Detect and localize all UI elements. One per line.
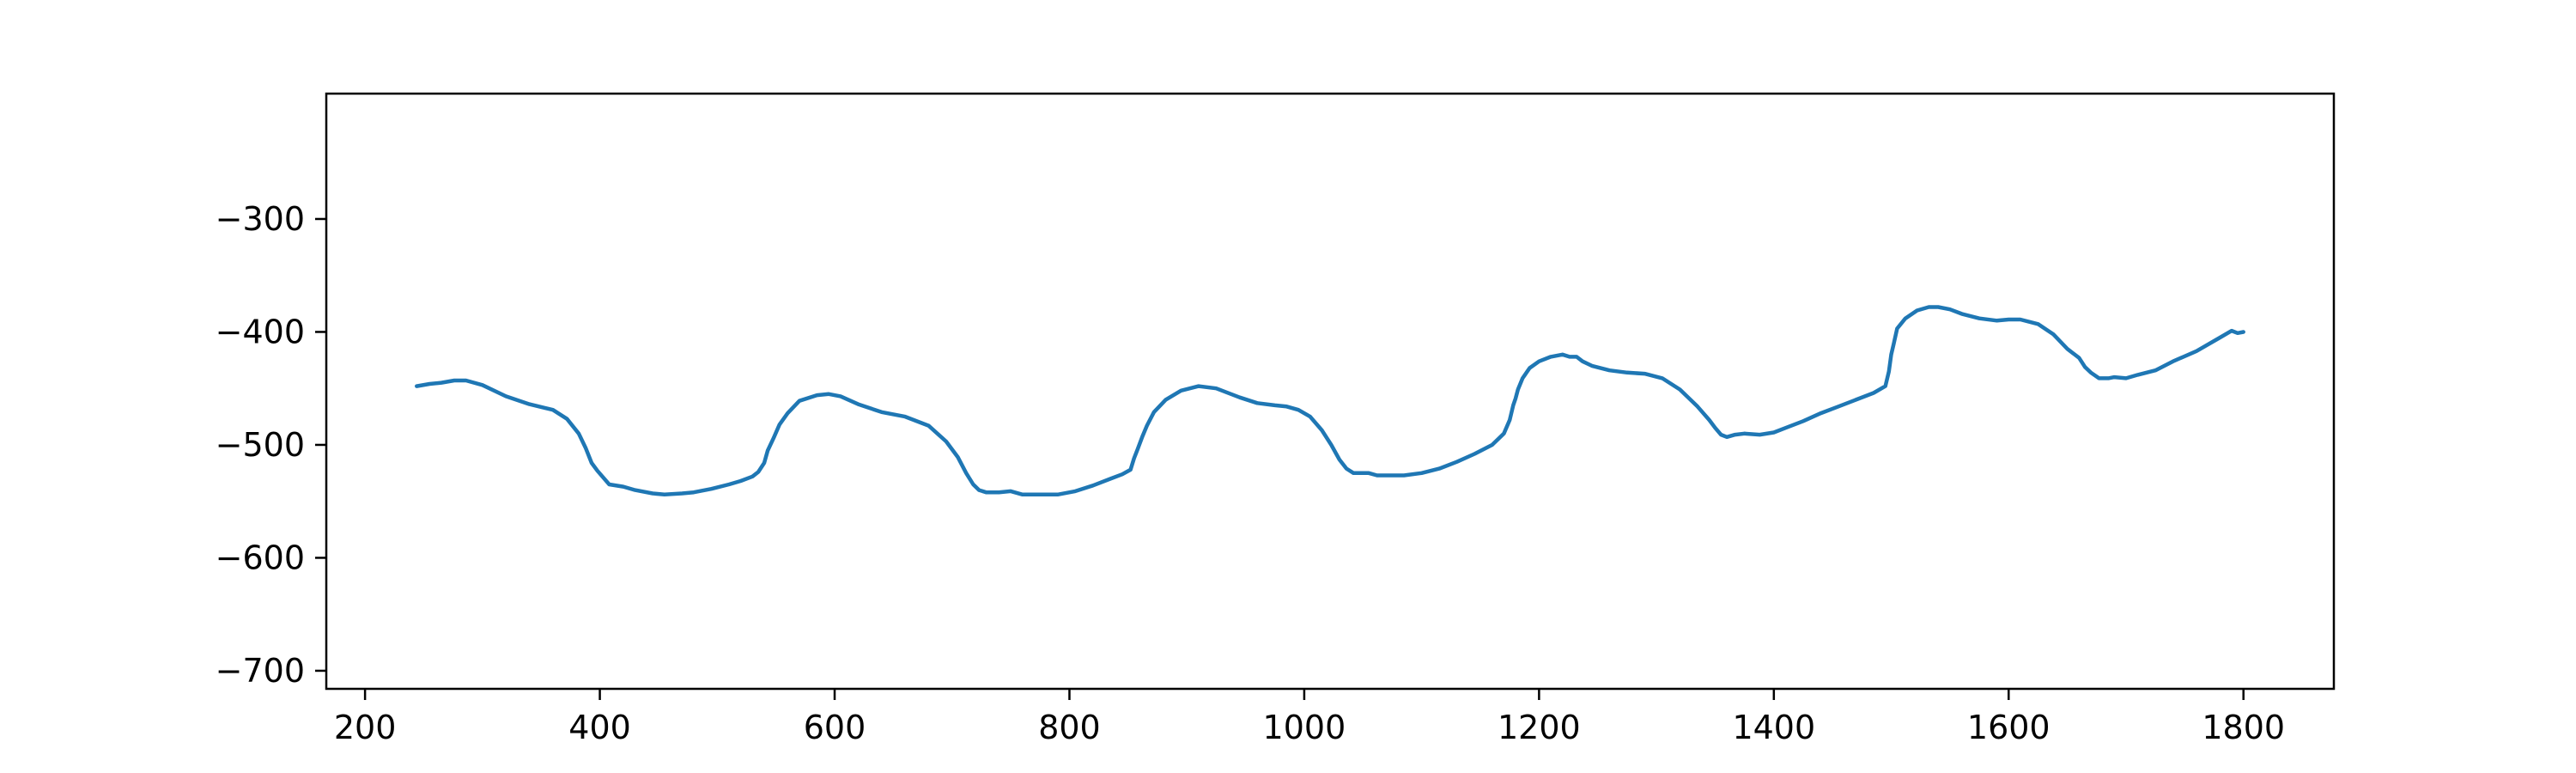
y-tick-label: −500 bbox=[216, 426, 305, 464]
y-axis: −300 −400 −500 −600 −700 bbox=[216, 200, 326, 690]
x-tick-label: 1600 bbox=[1967, 709, 2050, 746]
y-tick-label: −600 bbox=[216, 539, 305, 576]
y-tick-label: −400 bbox=[216, 313, 305, 350]
series-layer bbox=[415, 305, 2245, 497]
y-tick-label: −300 bbox=[216, 200, 305, 238]
x-tick-label: 1000 bbox=[1263, 709, 1346, 746]
plot-area-frame bbox=[325, 92, 2336, 691]
series-line-0 bbox=[415, 305, 2245, 497]
x-axis: 200 400 600 800 1000 1200 1400 1600 1800 bbox=[334, 689, 2285, 746]
x-tick-label: 600 bbox=[804, 709, 866, 746]
x-tick-label: 200 bbox=[334, 709, 397, 746]
x-tick-label: 1200 bbox=[1498, 709, 1581, 746]
x-tick-label: 400 bbox=[568, 709, 631, 746]
y-tick-label: −700 bbox=[216, 652, 305, 690]
x-tick-label: 1400 bbox=[1732, 709, 1815, 746]
x-tick-label: 1800 bbox=[2202, 709, 2285, 746]
x-tick-label: 800 bbox=[1038, 709, 1101, 746]
